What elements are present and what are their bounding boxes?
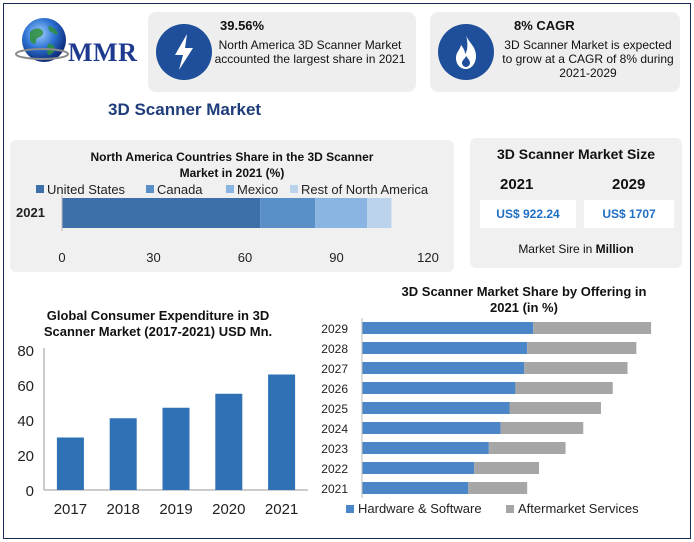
bar-hardware-software-2027: [362, 362, 525, 374]
bar-2021: [268, 374, 296, 490]
bar-hardware-software-2029: [362, 322, 534, 334]
y-tick-label: 20: [17, 448, 34, 465]
bar-aftermarket-services-2029: [533, 322, 652, 334]
legend-swatch-canada: [146, 185, 154, 193]
stat-headline: 39.56%: [220, 18, 265, 33]
expenditure-chart: 0 20 40 60 80 2017 2018 2019 2020 2021: [17, 343, 308, 518]
category-label-2029: 2029: [321, 322, 348, 336]
legend-swatch-mexico: [226, 185, 234, 193]
flame-icon: [438, 24, 494, 80]
legend-label-canada: Canada: [157, 182, 203, 197]
legend-label-aftermarket-services: Aftermarket Services: [518, 501, 639, 516]
x-tick-label: 90: [329, 250, 343, 265]
mmr-logo: MMR: [12, 14, 140, 68]
bar-mexico: [315, 198, 367, 228]
legend-swatch-rest-of-north-america: [290, 185, 298, 193]
stat-body: North America 3D Scanner Market accounte…: [214, 38, 406, 66]
category-label-2025: 2025: [321, 402, 348, 416]
category-label-2022: 2022: [321, 462, 348, 476]
bar-rest-of-north-america: [367, 198, 392, 228]
chart-title-offering: 3D Scanner Market Share by Offering in 2…: [401, 284, 647, 315]
bar-aftermarket-services-2023: [488, 442, 566, 454]
legend-swatch-united-states: [36, 185, 44, 193]
y-tick-label: 0: [26, 483, 34, 500]
bar-canada: [260, 198, 316, 228]
y-tick-label: 60: [17, 378, 34, 395]
bar-hardware-software-2023: [362, 442, 489, 454]
category-label-2024: 2024: [321, 422, 348, 436]
bar-aftermarket-services-2028: [527, 342, 637, 354]
bar-aftermarket-services-2026: [515, 382, 613, 394]
legend-label-rest-of-north-america: Rest of North America: [301, 182, 429, 197]
logo-text: MMR: [68, 38, 138, 67]
market-size-year-2029: 2029: [612, 176, 646, 193]
stat-box-cagr: 8% CAGR 3D Scanner Market is expected to…: [430, 12, 680, 92]
bar-aftermarket-services-2021: [468, 482, 528, 494]
category-label-2023: 2023: [321, 442, 348, 456]
lightning-icon: [156, 24, 212, 80]
globe-icon: [15, 18, 69, 62]
bar-aftermarket-services-2022: [474, 462, 539, 474]
market-size-year-2021: 2021: [500, 176, 534, 193]
x-tick-label: 2018: [107, 501, 140, 518]
stat-headline: 8% CAGR: [514, 18, 575, 33]
market-size-note: Market Sire in Million: [470, 242, 682, 256]
market-size-note-text: Market Sire in: [518, 242, 596, 256]
bar-hardware-software-2022: [362, 462, 475, 474]
bar-hardware-software-2025: [362, 402, 510, 414]
legend-swatch-aftermarket-services: [506, 505, 514, 513]
legend-label-hardware-software: Hardware & Software: [358, 501, 482, 516]
bar-hardware-software-2021: [362, 482, 469, 494]
stat-box-north-america: 39.56% North America 3D Scanner Market a…: [148, 12, 416, 92]
x-tick-label: 2021: [265, 501, 298, 518]
bar-hardware-software-2024: [362, 422, 501, 434]
bar-aftermarket-services-2025: [509, 402, 601, 414]
chart-title-expenditure: Global Consumer Expenditure in 3D Scanne…: [43, 308, 273, 339]
category-label-2027: 2027: [321, 362, 348, 376]
market-size-title: 3D Scanner Market Size: [497, 146, 655, 162]
x-tick-label: 120: [417, 250, 439, 265]
category-label-2026: 2026: [321, 382, 348, 396]
category-label-2028: 2028: [321, 342, 348, 356]
market-size-note-unit: Million: [595, 242, 634, 256]
market-size-panel: 3D Scanner Market Size 2021 2029 US$ 922…: [470, 138, 682, 268]
x-tick-label: 2017: [54, 501, 87, 518]
bar-aftermarket-services-2024: [500, 422, 584, 434]
legend-label-united-states: United States: [47, 182, 126, 197]
bar-united-states: [62, 198, 261, 228]
chart-title-north-america: North America Countries Share in the 3D …: [90, 150, 374, 180]
bar-hardware-software-2026: [362, 382, 516, 394]
offering-chart: 2029 2028 2027 2026 2025 2024 2023 2022 2021 Hard…: [321, 318, 652, 516]
bar-2020: [215, 393, 243, 490]
x-tick-label: 0: [58, 250, 65, 265]
north-america-chart: United States Canada Mexico Rest of North A…: [16, 182, 439, 265]
x-tick-label: 30: [146, 250, 160, 265]
bar-2019: [162, 407, 190, 490]
bar-hardware-software-2028: [362, 342, 528, 354]
market-size-value-2021: US$ 922.24: [480, 200, 576, 228]
category-label-2021: 2021: [321, 482, 348, 496]
x-tick-label: 2020: [212, 501, 245, 518]
bar-2017: [56, 437, 84, 490]
bar-2018: [109, 418, 137, 490]
y-tick-label: 40: [17, 413, 34, 430]
legend-swatch-hardware-software: [346, 505, 354, 513]
y-tick-label: 80: [17, 343, 34, 360]
page-title: 3D Scanner Market: [108, 100, 262, 119]
legend-label-mexico: Mexico: [237, 182, 278, 197]
x-tick-label: 60: [238, 250, 252, 265]
market-size-value-2029: US$ 1707: [584, 200, 674, 228]
bar-aftermarket-services-2027: [524, 362, 628, 374]
x-tick-label: 2019: [159, 501, 192, 518]
category-label: 2021: [16, 205, 45, 220]
stat-body: 3D Scanner Market is expected to grow at…: [502, 38, 674, 80]
